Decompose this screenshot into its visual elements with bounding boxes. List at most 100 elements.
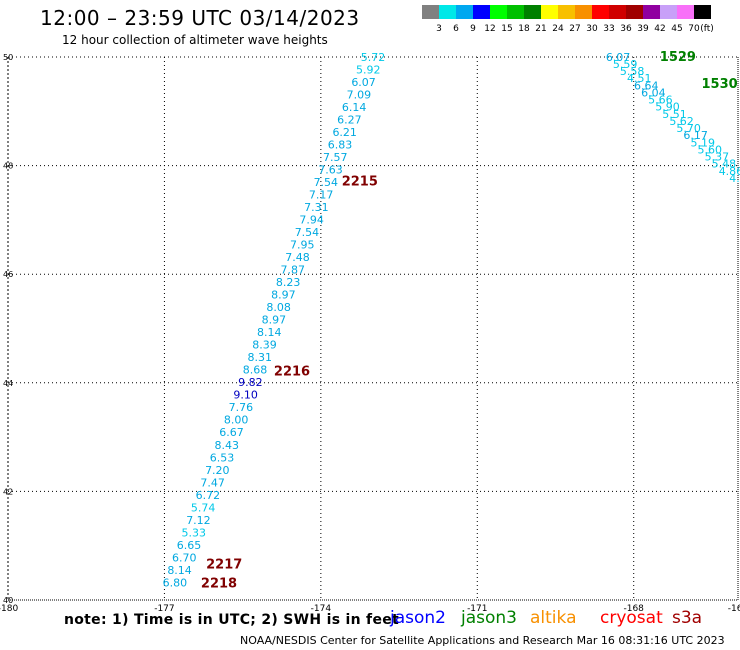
satellite-jason3: jason3 — [461, 608, 517, 628]
map-title: 12:00 – 23:59 UTC 03/14/2023 — [40, 6, 360, 30]
wave-height-label: 6.72 — [196, 489, 221, 502]
wave-height-label: 5.19 — [690, 136, 715, 149]
pass-time-label: 1529 — [660, 50, 696, 65]
wave-height-label: 6.14 — [342, 101, 367, 114]
legend-tick-label: 42 — [654, 24, 666, 34]
wave-height-label: 5.92 — [356, 63, 381, 76]
wave-height-label: 6.07 — [351, 76, 376, 89]
legend-swatch — [473, 5, 490, 19]
legend-swatch — [592, 5, 609, 19]
wave-height-label: 6.17 — [683, 129, 708, 142]
wave-height-label: 8.39 — [252, 339, 277, 352]
wave-height-label: 5.59 — [613, 58, 638, 71]
legend-unit: (ft) — [700, 24, 714, 34]
wave-height-label: 5.72 — [361, 51, 386, 64]
pass-time-label: 1530 — [702, 77, 738, 92]
wave-height-label: 7.48 — [285, 251, 310, 264]
map-subtitle: 12 hour collection of altimeter wave hei… — [62, 33, 328, 47]
wave-height-label: 8.23 — [276, 276, 301, 289]
wave-height-label: 7.12 — [186, 514, 211, 527]
wave-height-label: 7.63 — [318, 163, 343, 176]
wave-height-label: 8.31 — [248, 351, 273, 364]
legend-tick-label: 33 — [603, 24, 615, 34]
wave-height-label: 8.97 — [271, 289, 296, 302]
legend-tick-label: 24 — [552, 24, 564, 34]
lat-tick-label: 44 — [3, 379, 13, 388]
wave-height-label: 7.47 — [200, 476, 225, 489]
satellite-altika: altika — [530, 608, 577, 628]
wave-height-label: 5.51 — [662, 108, 687, 121]
wave-height-label: 8.08 — [266, 301, 291, 314]
wave-height-label: 7.17 — [309, 188, 334, 201]
wave-height-label: 5.37 — [705, 151, 730, 164]
pass-time-label: 2218 — [201, 577, 237, 592]
satellite-s3a: s3a — [672, 608, 703, 628]
wave-height-label: 5.48 — [712, 158, 737, 171]
legend-tick-label: 18 — [518, 24, 530, 34]
legend-swatch — [626, 5, 643, 19]
legend-tick-label: 3 — [436, 24, 442, 34]
lon-tick-label: -177 — [154, 604, 174, 614]
legend-tick-label: 45 — [671, 24, 683, 34]
map-frame — [7, 56, 739, 601]
lon-tick-label: -166 — [728, 604, 740, 614]
wave-height-label: 4.86 — [719, 165, 740, 178]
wave-height-label: 5.33 — [181, 526, 206, 539]
wave-height-label: 8.14 — [167, 564, 192, 577]
wave-height-label: 8.68 — [243, 364, 268, 377]
legend-swatch — [541, 5, 558, 19]
wave-height-label: 5.62 — [669, 115, 694, 128]
wave-height-label: 9.82 — [238, 376, 263, 389]
lon-tick-label: -174 — [311, 604, 332, 614]
wave-height-label: 5.90 — [655, 101, 680, 114]
legend-swatch — [490, 5, 507, 19]
wave-height-label: 6.83 — [328, 138, 353, 151]
legend-swatch — [575, 5, 592, 19]
legend-tick-label: 15 — [501, 24, 513, 34]
legend-swatch — [439, 5, 456, 19]
wave-height-label: 6.65 — [177, 539, 202, 552]
satellite-jason2: jason2 — [390, 608, 446, 628]
legend-swatch — [558, 5, 575, 19]
legend-tick-label: 21 — [535, 24, 547, 34]
wave-height-label: 7.20 — [205, 464, 230, 477]
wave-height-label: 5.66 — [648, 94, 673, 107]
legend-swatch — [694, 5, 711, 19]
lon-tick-label: -168 — [623, 604, 644, 614]
wave-height-label: 8.00 — [224, 414, 249, 427]
legend-tick-label: 6 — [453, 24, 459, 34]
wave-height-label: 5.74 — [191, 501, 216, 514]
legend-tick-label: 70 — [688, 24, 700, 34]
wave-height-label: 6.27 — [337, 113, 362, 126]
wave-height-label: 6.21 — [332, 126, 357, 139]
legend-swatch — [677, 5, 694, 19]
wave-height-label: 4.7 — [729, 172, 740, 185]
wave-height-label: 7.31 — [304, 201, 329, 214]
wave-height-label: 7.94 — [299, 213, 324, 226]
wave-height-label: 8.97 — [262, 314, 287, 327]
legend-tick-label: 36 — [620, 24, 632, 34]
wave-height-label: 5.70 — [676, 122, 701, 135]
legend-tick-label: 9 — [470, 24, 476, 34]
wave-height-label: 8.14 — [257, 326, 282, 339]
legend-tick-label: 27 — [569, 24, 581, 34]
wave-height-label: 5.58 — [620, 65, 645, 78]
wave-height-label: 4.51 — [627, 72, 652, 85]
wave-height-label: 6.67 — [219, 426, 244, 439]
wave-height-label: 8.43 — [215, 439, 240, 452]
wave-height-label: 6.70 — [172, 551, 197, 564]
lat-tick-label: 42 — [3, 487, 13, 496]
legend-swatch — [422, 5, 439, 19]
lon-tick-label: -180 — [0, 604, 18, 614]
legend-swatch — [660, 5, 677, 19]
pass-time-label: 2216 — [274, 365, 310, 380]
legend-swatch — [507, 5, 524, 19]
wave-height-label: 6.64 — [634, 79, 659, 92]
footer-note: note: 1) Time is in UTC; 2) SWH is in fe… — [64, 612, 400, 628]
wave-height-label: 7.87 — [281, 264, 306, 277]
wave-height-label: 6.07 — [606, 51, 631, 64]
legend-swatch — [643, 5, 660, 19]
wave-height-label: 6.80 — [163, 576, 188, 589]
legend-swatch — [456, 5, 473, 19]
